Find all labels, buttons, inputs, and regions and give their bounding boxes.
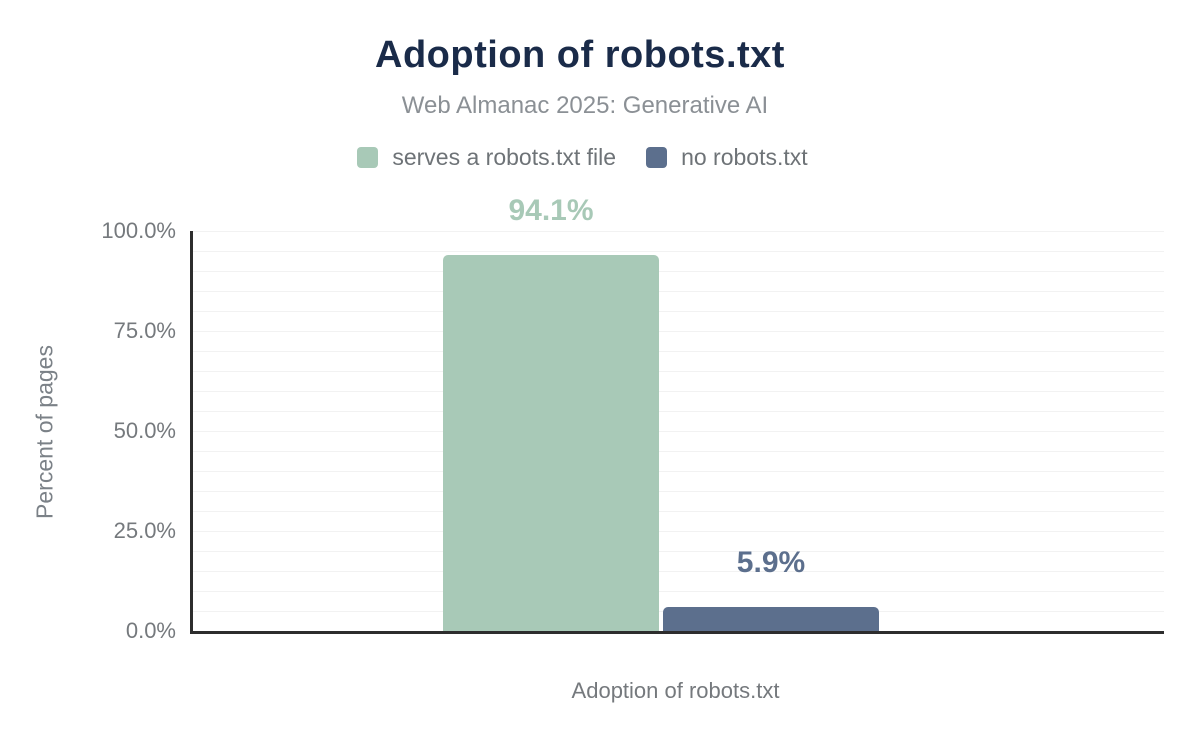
- gridline: [193, 511, 1164, 512]
- y-axis-tick-label: 25.0%: [113, 518, 176, 543]
- legend-item-no-robots-txt[interactable]: no robots.txt: [646, 144, 808, 171]
- gridline: [193, 451, 1164, 452]
- bar-no-robots-txt[interactable]: [663, 607, 879, 631]
- legend-swatch-icon: [357, 147, 379, 168]
- gridline: [193, 551, 1164, 552]
- gridline: [193, 291, 1164, 292]
- gridline: [193, 231, 1164, 232]
- gridline: [193, 371, 1164, 372]
- legend: serves a robots.txt file no robots.txt: [0, 144, 1165, 171]
- gridline: [193, 251, 1164, 252]
- gridline: [193, 571, 1164, 572]
- legend-item-serves-robots-txt[interactable]: serves a robots.txt file: [357, 144, 616, 171]
- gridline: [193, 591, 1164, 592]
- gridline: [193, 471, 1164, 472]
- y-axis-ticks: 0.0% 25.0% 50.0% 75.0% 100.0%: [0, 219, 176, 643]
- gridline: [193, 331, 1164, 332]
- bar-serves-robots-txt[interactable]: [443, 254, 659, 631]
- y-axis-tick-label: 0.0%: [125, 618, 176, 643]
- bar-value-label: 5.9%: [736, 546, 806, 580]
- gridline: [193, 351, 1164, 352]
- gridline: [193, 391, 1164, 392]
- gridline: [193, 491, 1164, 492]
- chart-title: Adoption of robots.txt: [375, 34, 785, 76]
- y-axis-tick-label: 100.0%: [101, 218, 176, 243]
- legend-label: no robots.txt: [681, 144, 808, 170]
- bar-value-label: 94.1%: [508, 193, 594, 227]
- legend-label: serves a robots.txt file: [392, 144, 617, 170]
- gridline: [193, 311, 1164, 312]
- y-axis-tick-label: 75.0%: [113, 318, 176, 343]
- gridline: [193, 411, 1164, 412]
- x-axis-title: Adoption of robots.txt: [571, 678, 780, 703]
- y-axis-tick-label: 50.0%: [113, 418, 176, 443]
- legend-swatch-icon: [646, 147, 668, 168]
- gridline: [193, 431, 1164, 432]
- plot-area: 94.1% 5.9%: [190, 194, 1164, 634]
- gridline: [193, 271, 1164, 272]
- chart-subtitle: Web Almanac 2025: Generative AI: [401, 92, 769, 119]
- gridline: [193, 531, 1164, 532]
